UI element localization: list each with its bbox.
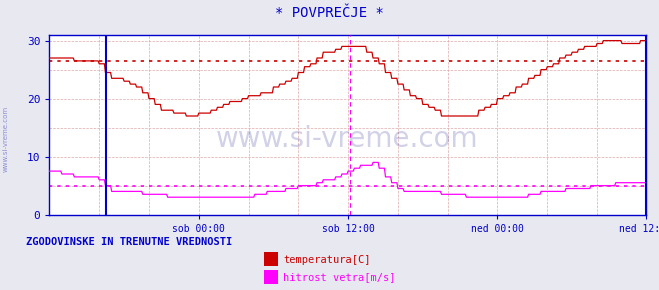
Text: www.si-vreme.com: www.si-vreme.com — [2, 106, 9, 172]
Text: temperatura[C]: temperatura[C] — [283, 255, 371, 265]
Text: * POVPREČJE *: * POVPREČJE * — [275, 6, 384, 20]
Text: hitrost vetra[m/s]: hitrost vetra[m/s] — [283, 273, 396, 282]
Text: www.si-vreme.com: www.si-vreme.com — [216, 125, 479, 153]
Text: ZGODOVINSKE IN TRENUTNE VREDNOSTI: ZGODOVINSKE IN TRENUTNE VREDNOSTI — [26, 237, 233, 247]
